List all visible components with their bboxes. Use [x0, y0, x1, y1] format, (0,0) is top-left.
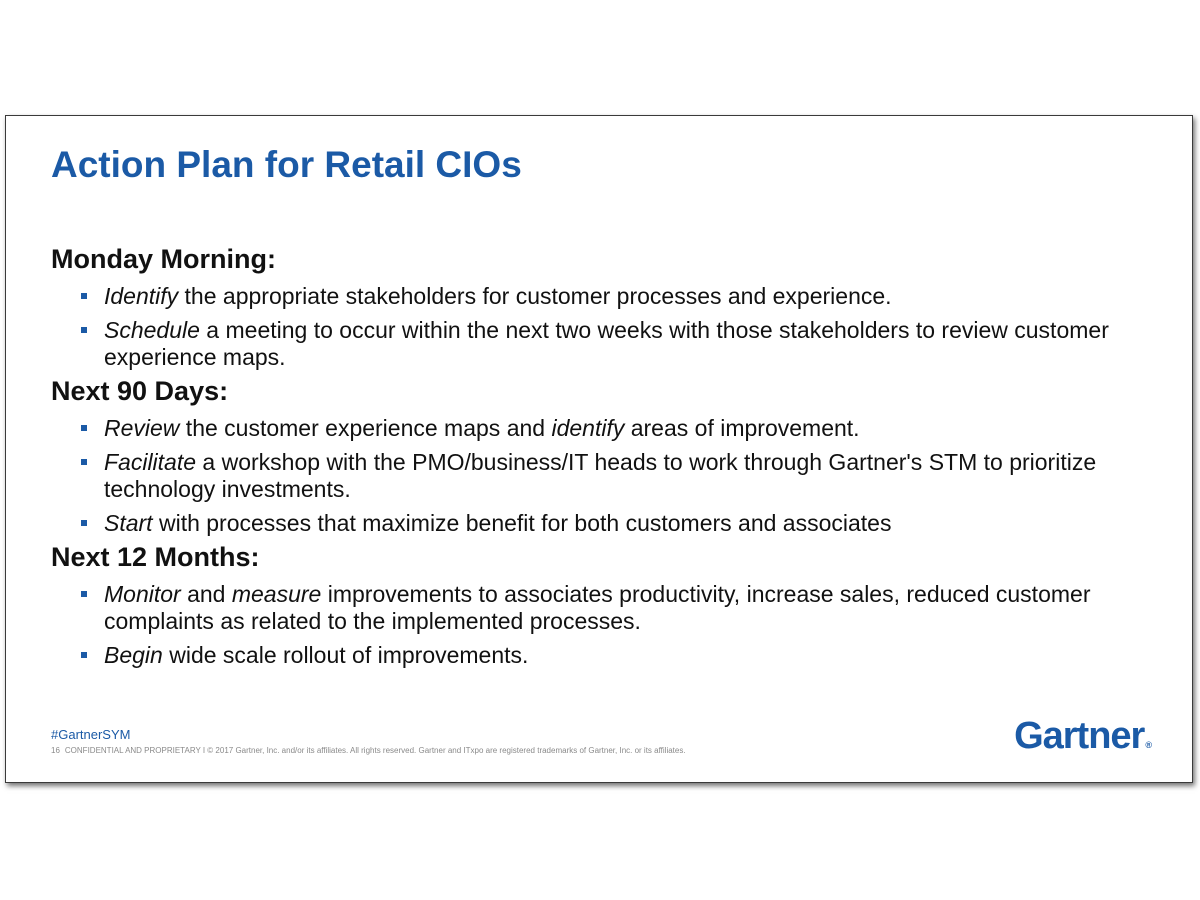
bullet-text: with processes that maximize benefit for…: [152, 510, 892, 536]
action-verb: measure: [231, 581, 322, 607]
bullet-list-next-12-months: Monitor and measure improvements to asso…: [51, 581, 1151, 669]
action-verb: Identify: [104, 283, 179, 309]
logo-text: Gartner: [1014, 715, 1145, 757]
section-heading-next-90-days: Next 90 Days:: [51, 376, 229, 406]
square-bullet-icon: [81, 520, 87, 526]
bullet-text: the appropriate stakeholders for custome…: [178, 283, 892, 309]
square-bullet-icon: [81, 591, 87, 597]
bullet-text: a workshop with the PMO/business/IT head…: [104, 449, 1097, 502]
bullet-text: a meeting to occur within the next two w…: [104, 317, 1109, 370]
bullet-list-next-90-days: Review the customer experience maps and …: [51, 415, 1151, 537]
action-verb: Schedule: [104, 317, 200, 343]
action-verb: Facilitate: [104, 449, 197, 475]
registered-mark: ®: [1145, 740, 1152, 750]
bullet-item: Review the customer experience maps and …: [51, 415, 1151, 442]
hashtag: #GartnerSYM: [51, 727, 131, 742]
square-bullet-icon: [81, 425, 87, 431]
page-number: 16: [51, 746, 60, 755]
bullet-text: the customer experience maps and: [179, 415, 552, 441]
square-bullet-icon: [81, 459, 87, 465]
legal-footer: 16 CONFIDENTIAL AND PROPRIETARY I © 2017 …: [51, 746, 686, 755]
legal-text: CONFIDENTIAL AND PROPRIETARY I © 2017 Ga…: [64, 746, 686, 755]
bullet-item: Facilitate a workshop with the PMO/busin…: [51, 449, 1151, 503]
bullet-list-monday-morning: Identify the appropriate stakeholders fo…: [51, 283, 1151, 371]
bullet-item: Monitor and measure improvements to asso…: [51, 581, 1151, 635]
bullet-text: wide scale rollout of improvements.: [162, 642, 529, 668]
bullet-item: Schedule a meeting to occur within the n…: [51, 317, 1151, 371]
action-verb: Begin: [104, 642, 163, 668]
bullet-text: improvements to associates productivity,…: [104, 581, 1091, 634]
bullet-text: and: [180, 581, 232, 607]
slide-content: Monday Morning: Identify the appropriate…: [51, 242, 1151, 672]
slide-title: Action Plan for Retail CIOs: [51, 144, 522, 185]
square-bullet-icon: [81, 652, 87, 658]
section-heading-monday-morning: Monday Morning:: [51, 244, 276, 274]
square-bullet-icon: [81, 293, 87, 299]
action-verb: Review: [104, 415, 180, 441]
action-verb: Start: [104, 510, 153, 536]
slide: Action Plan for Retail CIOs Monday Morni…: [5, 115, 1193, 783]
gartner-logo: Gartner®: [1014, 715, 1152, 758]
bullet-item: Start with processes that maximize benef…: [51, 510, 1151, 537]
bullet-item: Begin wide scale rollout of improvements…: [51, 642, 1151, 669]
bullet-text: areas of improvement.: [624, 415, 860, 441]
square-bullet-icon: [81, 327, 87, 333]
action-verb: identify: [551, 415, 625, 441]
section-heading-next-12-months: Next 12 Months:: [51, 542, 260, 572]
action-verb: Monitor: [104, 581, 181, 607]
bullet-item: Identify the appropriate stakeholders fo…: [51, 283, 1151, 310]
